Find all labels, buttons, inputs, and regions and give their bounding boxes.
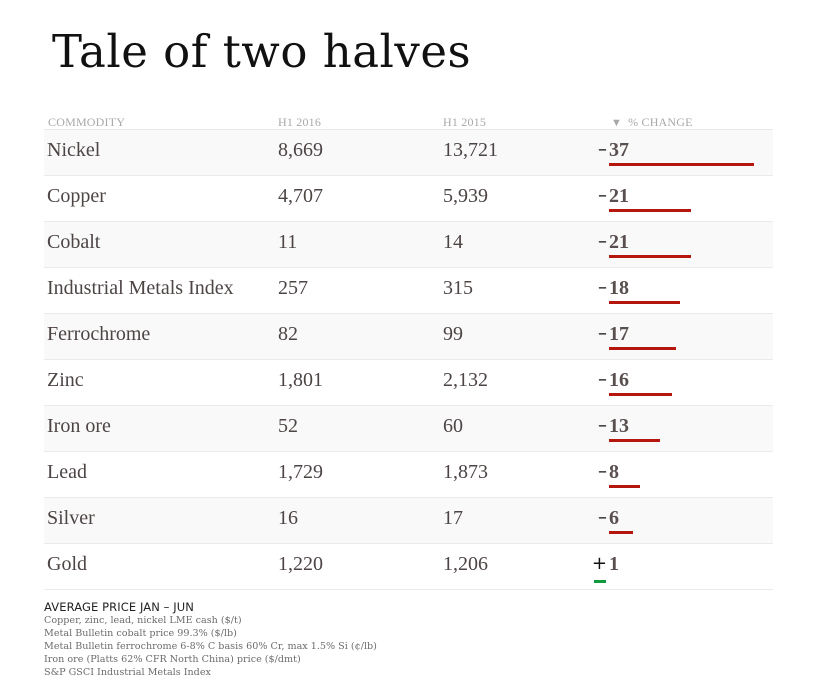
table-row: Gold 1,220 1,206 +1 xyxy=(44,544,773,590)
change-value: 21 xyxy=(609,231,629,253)
commodity-name: Ferrochrome xyxy=(47,323,151,345)
h1-2015-value: 1,873 xyxy=(443,461,488,483)
h1-2015-value: 99 xyxy=(443,323,463,345)
commodity-name: Zinc xyxy=(47,369,84,391)
commodity-name: Copper xyxy=(47,185,106,207)
change-value: 1 xyxy=(609,553,619,575)
negative-change-bar xyxy=(609,439,660,442)
commodity-name: Cobalt xyxy=(47,231,101,253)
change-value: 13 xyxy=(609,415,629,437)
h1-2015-value: 17 xyxy=(443,507,463,529)
footnotes: AVERAGE PRICE JAN – JUN Copper, zinc, le… xyxy=(44,600,377,679)
negative-change-bar xyxy=(609,209,691,212)
table-row: Ferrochrome 82 99 –17 xyxy=(44,314,773,360)
change-value: 17 xyxy=(609,323,629,345)
sort-descending-icon: ▼ xyxy=(611,117,623,129)
table-row: Silver 16 17 –6 xyxy=(44,498,773,544)
note-line: Iron ore (Platts 62% CFR North China) pr… xyxy=(44,654,301,665)
change-value: 16 xyxy=(609,369,629,391)
negative-change-bar xyxy=(609,347,676,350)
commodity-name: Silver xyxy=(47,507,95,529)
note-line: S&P GSCI Industrial Metals Index xyxy=(44,667,211,678)
h1-2016-value: 11 xyxy=(278,231,298,253)
header-change[interactable]: ▼ % CHANGE xyxy=(611,115,693,130)
header-change-label: % CHANGE xyxy=(628,115,693,129)
negative-change-bar xyxy=(609,163,754,166)
table-header: COMMODITY H1 2016 H1 2015 ▼ % CHANGE xyxy=(44,110,773,130)
negative-change-bar xyxy=(609,255,691,258)
commodity-name: Lead xyxy=(47,461,87,483)
table-row: Iron ore 52 60 –13 xyxy=(44,406,773,452)
h1-2016-value: 1,801 xyxy=(278,369,323,391)
positive-change-bar xyxy=(594,580,606,583)
table-body: Nickel 8,669 13,721–37 Copper 4,707 5,939–21 C… xyxy=(44,130,773,590)
negative-change-bar xyxy=(609,485,640,488)
minus-sign-icon: – xyxy=(598,507,607,528)
minus-sign-icon: – xyxy=(598,415,607,436)
h1-2016-value: 16 xyxy=(278,507,298,529)
h1-2016-value: 52 xyxy=(278,415,298,437)
commodity-name: Nickel xyxy=(47,139,101,161)
minus-sign-icon: – xyxy=(598,185,607,206)
table-row: Copper 4,707 5,939 –21 xyxy=(44,176,773,222)
change-value: 6 xyxy=(609,507,619,529)
h1-2016-value: 8,669 xyxy=(278,139,323,161)
header-h1-2015[interactable]: H1 2015 xyxy=(443,115,487,129)
negative-change-bar xyxy=(609,393,672,396)
note-line: Copper, zinc, lead, nickel LME cash ($/t… xyxy=(44,615,242,626)
change-value: 18 xyxy=(609,277,629,299)
negative-change-bar xyxy=(609,301,680,304)
h1-2015-value: 14 xyxy=(443,231,463,253)
minus-sign-icon: – xyxy=(598,139,607,160)
h1-2016-value: 82 xyxy=(278,323,298,345)
header-commodity[interactable]: COMMODITY xyxy=(48,115,126,129)
h1-2015-value: 60 xyxy=(443,415,463,437)
change-value: 8 xyxy=(609,461,619,483)
notes-heading: AVERAGE PRICE JAN – JUN xyxy=(44,600,194,614)
h1-2015-value: 1,206 xyxy=(443,553,488,575)
table-row: Industrial Metals Index 257 315 –18 xyxy=(44,268,773,314)
note-line: Metal Bulletin ferrochrome 6-8% C basis … xyxy=(44,641,377,652)
negative-change-bar xyxy=(609,531,633,534)
table-row: Lead 1,729 1,873 –8 xyxy=(44,452,773,498)
h1-2015-value: 13,721 xyxy=(443,139,498,161)
h1-2016-value: 257 xyxy=(278,277,308,299)
commodity-table: COMMODITY H1 2016 H1 2015 ▼ % CHANGE Nick… xyxy=(44,110,773,590)
h1-2016-value: 1,729 xyxy=(278,461,323,483)
h1-2016-value: 4,707 xyxy=(278,185,323,207)
h1-2016-value: 1,220 xyxy=(278,553,323,575)
h1-2015-value: 2,132 xyxy=(443,369,488,391)
commodity-name: Industrial Metals Index xyxy=(47,277,234,299)
h1-2015-value: 315 xyxy=(443,277,473,299)
h1-2015-value: 5,939 xyxy=(443,185,488,207)
minus-sign-icon: – xyxy=(598,231,607,252)
minus-sign-icon: – xyxy=(598,277,607,298)
change-value: 21 xyxy=(609,185,629,207)
plus-sign-icon: + xyxy=(591,553,607,574)
page-title: Tale of two halves xyxy=(52,25,472,78)
note-line: Metal Bulletin cobalt price 99.3% ($/lb) xyxy=(44,628,237,639)
minus-sign-icon: – xyxy=(598,461,607,482)
table-row: Zinc 1,801 2,132 –16 xyxy=(44,360,773,406)
table-row: Nickel 8,669 13,721 –37 xyxy=(44,130,773,176)
commodity-name: Gold xyxy=(47,553,87,575)
table-row: Cobalt 11 14 –21 xyxy=(44,222,773,268)
header-h1-2016[interactable]: H1 2016 xyxy=(278,115,322,129)
minus-sign-icon: – xyxy=(598,323,607,344)
notes-lines: Copper, zinc, lead, nickel LME cash ($/t… xyxy=(44,614,377,679)
commodity-name: Iron ore xyxy=(47,415,111,437)
change-value: 37 xyxy=(609,139,629,161)
minus-sign-icon: – xyxy=(598,369,607,390)
